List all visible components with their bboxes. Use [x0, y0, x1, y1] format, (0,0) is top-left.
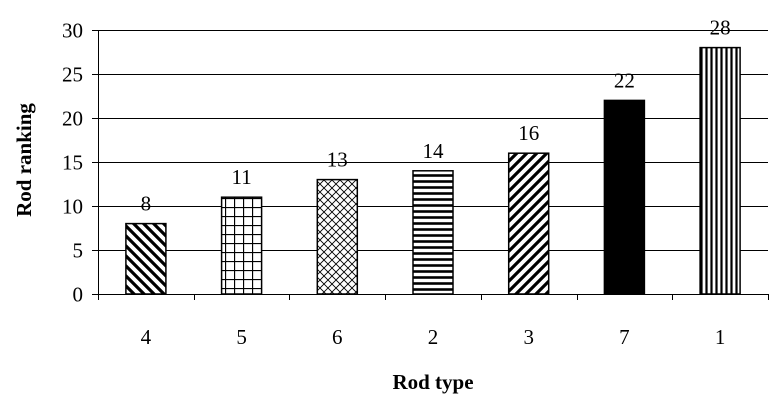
- data-label: 8: [141, 192, 152, 216]
- data-label: 22: [614, 68, 635, 92]
- y-tick-label: 10: [62, 195, 83, 219]
- x-tick-label: 3: [523, 325, 534, 349]
- y-tick-label: 25: [62, 63, 83, 87]
- x-tick-label: 7: [619, 325, 630, 349]
- y-tick-label: 20: [62, 107, 83, 131]
- x-axis-title: Rod type: [392, 370, 473, 394]
- bar-3: [507, 152, 550, 295]
- labels: 0 5 10 15 20 25 30 8 4 11 5 13 6 14 2 16 3 22 7 28 1: [62, 16, 731, 349]
- bar-2: [412, 170, 454, 295]
- x-tick-label: 4: [141, 325, 152, 349]
- bar-6: [316, 178, 359, 295]
- data-label: 28: [710, 16, 731, 40]
- bar-4: [125, 222, 167, 295]
- data-label: 13: [327, 148, 348, 172]
- y-tick-label: 30: [62, 19, 83, 43]
- data-label: 14: [423, 139, 445, 163]
- y-tick-label: 15: [62, 151, 83, 175]
- x-tick-label: 1: [715, 325, 726, 349]
- bar-5: [220, 196, 263, 295]
- y-axis-title: Rod ranking: [12, 103, 36, 217]
- bars: [125, 46, 741, 295]
- y-tick-label: 0: [73, 283, 84, 307]
- x-tick-label: 5: [236, 325, 247, 349]
- gridlines: [98, 30, 768, 251]
- bar-7: [603, 99, 646, 295]
- bar-1: [699, 46, 741, 295]
- x-tick-label: 2: [428, 325, 439, 349]
- x-tick-label: 6: [332, 325, 343, 349]
- data-label: 11: [231, 165, 251, 189]
- y-tick-label: 5: [73, 239, 84, 263]
- data-label: 16: [518, 121, 539, 145]
